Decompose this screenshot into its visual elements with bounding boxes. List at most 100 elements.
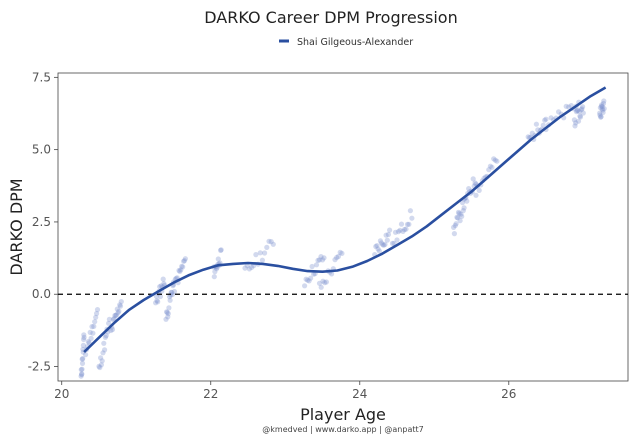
data-point xyxy=(601,106,607,112)
data-point xyxy=(459,200,466,206)
data-point xyxy=(90,330,96,336)
data-point xyxy=(212,269,218,275)
data-point xyxy=(117,302,123,308)
data-point xyxy=(329,271,335,277)
data-point xyxy=(573,120,579,126)
data-point xyxy=(116,308,122,314)
data-point xyxy=(181,258,187,264)
data-point xyxy=(407,208,413,214)
scatter-points xyxy=(78,98,607,379)
data-point xyxy=(155,299,161,305)
data-point xyxy=(394,237,400,243)
data-point xyxy=(389,240,396,246)
data-point xyxy=(218,247,224,253)
data-point xyxy=(113,312,119,318)
data-point xyxy=(455,209,462,215)
data-point xyxy=(535,127,541,133)
data-point xyxy=(334,254,340,261)
data-point xyxy=(466,186,472,192)
y-axis-ticks: -2.5 0.0 2.5 5.0 7.5 xyxy=(28,70,58,374)
data-point xyxy=(160,276,166,282)
data-point xyxy=(453,221,459,227)
data-point xyxy=(165,311,171,317)
data-point xyxy=(566,104,572,110)
data-point xyxy=(182,256,188,262)
x-tick-label: 22 xyxy=(203,387,218,401)
data-point xyxy=(387,227,393,233)
data-point xyxy=(597,110,603,116)
data-point xyxy=(572,123,578,129)
data-point xyxy=(563,103,569,109)
data-point xyxy=(101,340,107,346)
data-point xyxy=(112,312,118,319)
data-point xyxy=(113,312,120,318)
data-point xyxy=(375,246,381,252)
data-point xyxy=(409,215,415,221)
data-point xyxy=(102,334,108,340)
data-point xyxy=(575,118,582,124)
data-point xyxy=(87,329,93,335)
data-point xyxy=(383,232,389,238)
data-point xyxy=(106,316,112,322)
data-point xyxy=(579,106,585,112)
data-point xyxy=(100,350,106,356)
data-point xyxy=(472,180,478,186)
data-point xyxy=(574,108,580,114)
data-point xyxy=(491,156,497,162)
x-axis-ticks: 20 22 24 26 xyxy=(54,381,516,401)
data-point xyxy=(91,323,97,329)
data-point xyxy=(166,294,173,300)
data-point xyxy=(171,288,177,295)
data-point xyxy=(306,278,312,284)
data-point xyxy=(473,192,479,198)
data-point xyxy=(165,314,171,320)
data-point xyxy=(321,255,327,261)
data-point xyxy=(577,113,583,119)
data-point xyxy=(117,303,124,309)
data-point xyxy=(577,114,584,120)
data-point xyxy=(79,356,85,362)
caption: @kmedved | www.darko.app | @anpatt7 xyxy=(262,425,423,434)
data-point xyxy=(169,292,175,298)
chart-title: DARKO Career DPM Progression xyxy=(204,8,457,27)
trend-line xyxy=(83,86,607,354)
data-point xyxy=(378,240,385,246)
data-point xyxy=(319,257,326,263)
data-point xyxy=(264,244,270,250)
data-point xyxy=(452,222,458,229)
data-point xyxy=(257,250,263,256)
legend-label: Shai Gilgeous-Alexander xyxy=(297,37,413,48)
data-point xyxy=(176,267,182,274)
data-point xyxy=(108,327,114,334)
data-point xyxy=(403,226,409,232)
data-point xyxy=(99,358,105,364)
data-point xyxy=(459,213,465,219)
data-point xyxy=(525,134,531,140)
data-point xyxy=(79,371,85,377)
data-point xyxy=(400,228,406,234)
data-point xyxy=(573,109,580,115)
data-point xyxy=(179,263,185,269)
data-point xyxy=(157,284,163,290)
data-point xyxy=(543,116,549,122)
data-point xyxy=(580,104,586,110)
data-point xyxy=(311,271,317,277)
data-point xyxy=(180,264,186,270)
data-point xyxy=(600,107,606,113)
data-point xyxy=(81,332,87,338)
data-point xyxy=(259,257,265,263)
data-point xyxy=(305,277,311,283)
data-point xyxy=(335,253,341,260)
data-point xyxy=(92,319,98,325)
data-point xyxy=(88,335,94,341)
data-point xyxy=(460,208,466,214)
data-point xyxy=(158,283,164,289)
data-point xyxy=(464,198,470,204)
data-point xyxy=(102,347,108,353)
data-point xyxy=(600,100,607,107)
data-point xyxy=(315,257,321,263)
data-point xyxy=(599,102,605,108)
data-point xyxy=(302,283,308,289)
data-point xyxy=(580,110,586,116)
data-point xyxy=(81,336,87,342)
